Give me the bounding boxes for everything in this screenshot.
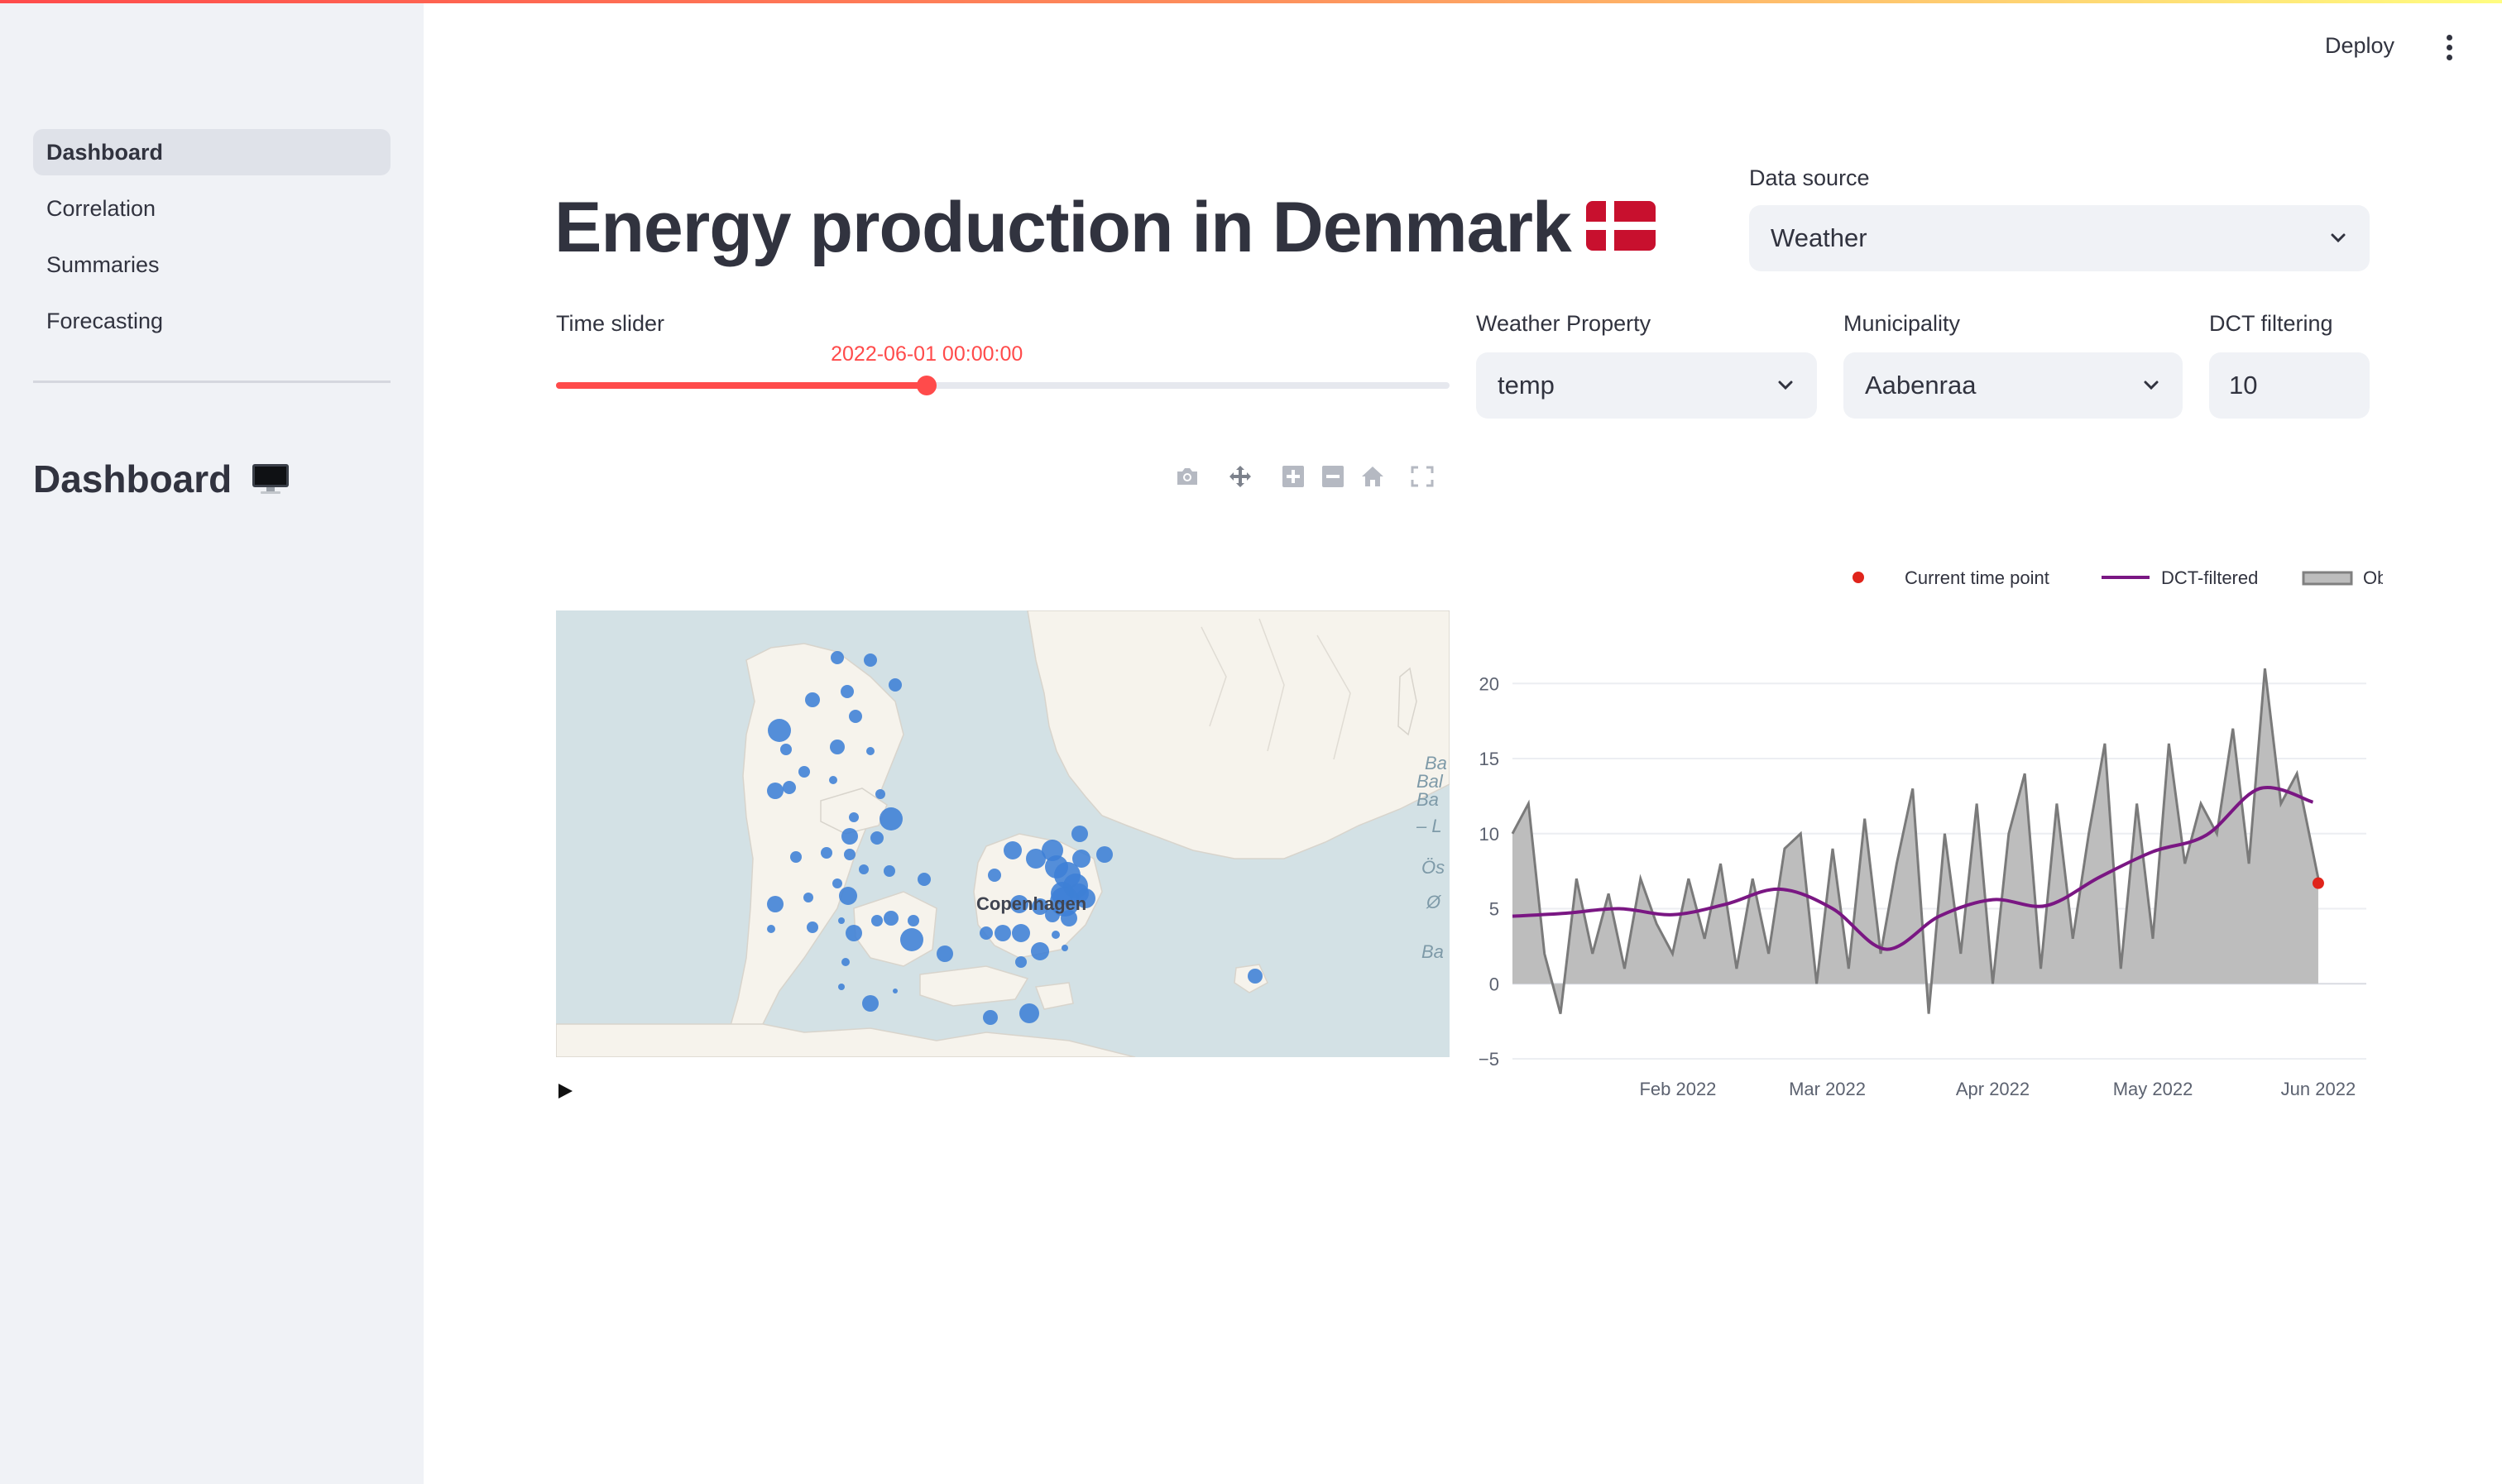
sidebar-item-label: Correlation (46, 196, 156, 221)
chevron-down-icon (1778, 381, 1793, 390)
page-title-text: Energy production in Denmark (554, 188, 1572, 267)
home-icon[interactable] (1360, 465, 1385, 488)
time-slider-track[interactable] (556, 382, 1450, 389)
sidebar-heading-text: Dashboard (33, 457, 232, 500)
legend-marker-symbol (1853, 572, 1864, 583)
page-title: Energy production in Denmark (554, 187, 1656, 269)
weather-property-select[interactable]: temp (1476, 352, 1817, 419)
data-source-select[interactable]: Weather (1749, 205, 2370, 271)
dct-filtering-input[interactable]: 10 (2209, 352, 2370, 419)
map[interactable]: Copenhagen Ba Bal Ba – L Ös Ø Ba (556, 610, 1450, 1057)
municipality-select[interactable]: Aabenraa (1843, 352, 2183, 419)
x-tick-label: Apr 2022 (1956, 1079, 2030, 1099)
play-icon[interactable] (556, 1082, 574, 1100)
legend-label: Observed (2363, 567, 2383, 588)
sidebar-item-label: Summaries (46, 252, 160, 277)
legend-label: DCT-filtered (2161, 567, 2258, 588)
time-slider-value: 2022-06-01 00:00:00 (831, 342, 1023, 366)
desktop-computer-icon (252, 463, 290, 494)
y-tick-label: 0 (1489, 974, 1499, 994)
sidebar: Dashboard Correlation Summaries Forecast… (0, 3, 424, 1484)
map-sea-label: Ba (1416, 789, 1439, 810)
chevron-down-icon (2331, 233, 2346, 243)
y-tick-label: 20 (1479, 673, 1499, 694)
y-tick-label: −5 (1479, 1049, 1499, 1070)
map-sea-label: Bal (1416, 771, 1444, 792)
weather-property-label: Weather Property (1476, 311, 1651, 336)
data-source-value: Weather (1771, 223, 1867, 252)
dct-filtered-line (1512, 786, 2314, 951)
observed-line (1511, 668, 2320, 1014)
municipality-value: Aabenraa (1865, 371, 1977, 400)
y-tick-label: 5 (1489, 899, 1499, 920)
sidebar-item-label: Dashboard (46, 140, 164, 165)
chart-canvas: −5 0 5 10 15 20 Feb 2022 Mar 2022 Apr 2022 May 20… (1479, 567, 2442, 1099)
sidebar-heading: Dashboard (33, 457, 290, 501)
dct-filtering-value: 10 (2229, 371, 2258, 400)
camera-icon[interactable] (1175, 465, 1200, 488)
deploy-button[interactable]: Deploy (2325, 33, 2395, 58)
time-slider-fill (556, 382, 927, 389)
municipality-label: Municipality (1843, 311, 1961, 336)
y-tick-label: 10 (1479, 824, 1499, 845)
time-slider-thumb[interactable] (917, 376, 937, 395)
map-sea-label: Ø (1426, 892, 1442, 912)
map-sea-label: Ba (1425, 753, 1447, 773)
zoom-in-icon[interactable] (1281, 465, 1306, 488)
legend-label: Current time point (1905, 567, 2049, 588)
fullscreen-icon[interactable] (1410, 465, 1435, 488)
legend-area-symbol (2302, 571, 2353, 586)
data-source-label: Data source (1749, 165, 1870, 190)
x-tick-label: May 2022 (2113, 1079, 2193, 1099)
x-tick-label: Feb 2022 (1639, 1079, 1716, 1099)
denmark-flag-icon (1585, 201, 1656, 251)
pan-icon[interactable] (1228, 465, 1253, 488)
sidebar-divider (33, 381, 391, 383)
sidebar-item-label: Forecasting (46, 309, 164, 333)
time-slider-label: Time slider (556, 311, 665, 336)
weather-property-value: temp (1498, 371, 1555, 400)
map-city-label: Copenhagen (976, 893, 1086, 914)
sidebar-item-correlation[interactable]: Correlation (33, 185, 391, 232)
x-tick-label: Jun 2022 (2281, 1079, 2356, 1099)
time-series-chart[interactable]: −5 0 5 10 15 20 Feb 2022 Mar 2022 Apr 2022 May 20… (1473, 562, 2442, 1108)
current-time-point-marker (2312, 877, 2324, 889)
sidebar-item-dashboard[interactable]: Dashboard (33, 129, 391, 175)
y-tick-label: 15 (1479, 749, 1499, 769)
map-sea-label: – L (1416, 816, 1442, 836)
map-sea-label: Ös (1421, 857, 1445, 878)
map-sea-label: Ba (1421, 941, 1444, 962)
map-canvas[interactable]: Copenhagen Ba Bal Ba – L Ös Ø Ba (556, 610, 1450, 1057)
zoom-out-icon[interactable] (1320, 465, 1345, 488)
municipality-markers[interactable] (767, 651, 1263, 1025)
x-tick-label: Mar 2022 (1789, 1079, 1866, 1099)
dct-filtering-label: DCT filtering (2209, 311, 2333, 336)
kebab-menu-icon[interactable] (2441, 35, 2457, 63)
top-decoration-bar (0, 0, 2502, 3)
sidebar-item-summaries[interactable]: Summaries (33, 242, 391, 288)
chevron-down-icon (2144, 381, 2159, 390)
sidebar-item-forecasting[interactable]: Forecasting (33, 298, 391, 344)
